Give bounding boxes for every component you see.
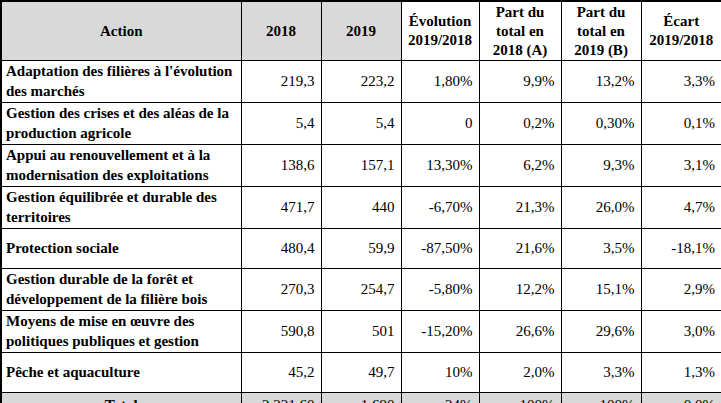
value-2019: 157,1 [321, 145, 401, 187]
action-label: Protection sociale [1, 229, 241, 269]
value-evolution: -15,20% [401, 311, 479, 353]
total-row: Total 2 221,60 1 690 -24% 100% 100% 0,0% [1, 393, 721, 403]
value-ecart: 3,3% [641, 61, 721, 103]
value-evolution: -5,80% [401, 269, 479, 311]
budget-actions-table: Action 2018 2019 Évolution 2019/2018 Par… [0, 0, 721, 403]
header-row: Action 2018 2019 Évolution 2019/2018 Par… [1, 1, 721, 61]
value-part-2018: 9,9% [479, 61, 561, 103]
action-label: Gestion durable de la forêt et développe… [1, 269, 241, 311]
value-part-2019: 9,3% [561, 145, 641, 187]
action-label: Pêche et aquaculture [1, 353, 241, 393]
value-part-2019: 0,30% [561, 103, 641, 145]
value-evolution: -87,50% [401, 229, 479, 269]
value-2019: 49,7 [321, 353, 401, 393]
value-part-2018: 0,2% [479, 103, 561, 145]
value-2018: 138,6 [241, 145, 321, 187]
value-evolution: -6,70% [401, 187, 479, 229]
value-2018: 480,4 [241, 229, 321, 269]
value-evolution: 0 [401, 103, 479, 145]
table-row: Pêche et aquaculture 45,2 49,7 10% 2,0% … [1, 353, 721, 393]
value-ecart: 4,7% [641, 187, 721, 229]
column-header-ecart: Écart 2019/2018 [641, 1, 721, 61]
value-evolution: 13,30% [401, 145, 479, 187]
total-label: Total [1, 393, 241, 403]
value-2019: 254,7 [321, 269, 401, 311]
value-part-2019: 15,1% [561, 269, 641, 311]
value-2019: 501 [321, 311, 401, 353]
value-2018: 270,3 [241, 269, 321, 311]
action-label: Gestion des crises et des aléas de la pr… [1, 103, 241, 145]
value-part-2018: 12,2% [479, 269, 561, 311]
column-header-2019: 2019 [321, 1, 401, 61]
value-part-2018: 26,6% [479, 311, 561, 353]
column-header-action: Action [1, 1, 241, 61]
value-2018: 5,4 [241, 103, 321, 145]
value-2019: 440 [321, 187, 401, 229]
value-part-2019: 13,2% [561, 61, 641, 103]
value-part-2018: 2,0% [479, 353, 561, 393]
value-2019: 5,4 [321, 103, 401, 145]
value-ecart: 3,1% [641, 145, 721, 187]
value-part-2018: 6,2% [479, 145, 561, 187]
value-2018: 45,2 [241, 353, 321, 393]
value-ecart: 3,0% [641, 311, 721, 353]
table-row: Gestion des crises et des aléas de la pr… [1, 103, 721, 145]
value-ecart: 1,3% [641, 353, 721, 393]
column-header-2018: 2018 [241, 1, 321, 61]
value-part-2019: 29,6% [561, 311, 641, 353]
total-ecart: 0,0% [641, 393, 721, 403]
table-row: Moyens de mise en œuvre des politiques p… [1, 311, 721, 353]
action-label: Moyens de mise en œuvre des politiques p… [1, 311, 241, 353]
column-header-part-2018: Part du total en 2018 (A) [479, 1, 561, 61]
total-part-2019: 100% [561, 393, 641, 403]
column-header-evolution: Évolution 2019/2018 [401, 1, 479, 61]
column-header-part-2019: Part du total en 2019 (B) [561, 1, 641, 61]
value-2018: 590,8 [241, 311, 321, 353]
value-part-2018: 21,3% [479, 187, 561, 229]
total-evolution: -24% [401, 393, 479, 403]
total-2019: 1 690 [321, 393, 401, 403]
action-label: Adaptation des filières à l'évolution de… [1, 61, 241, 103]
value-ecart: 0,1% [641, 103, 721, 145]
action-label: Gestion équilibrée et durable des territ… [1, 187, 241, 229]
value-ecart: -18,1% [641, 229, 721, 269]
value-2019: 223,2 [321, 61, 401, 103]
value-2018: 471,7 [241, 187, 321, 229]
value-part-2019: 3,5% [561, 229, 641, 269]
total-part-2018: 100% [479, 393, 561, 403]
table-row: Gestion équilibrée et durable des territ… [1, 187, 721, 229]
value-evolution: 10% [401, 353, 479, 393]
table-row: Adaptation des filières à l'évolution de… [1, 61, 721, 103]
table-row: Appui au renouvellement et à la modernis… [1, 145, 721, 187]
table-row: Gestion durable de la forêt et développe… [1, 269, 721, 311]
value-part-2018: 21,6% [479, 229, 561, 269]
value-ecart: 2,9% [641, 269, 721, 311]
value-evolution: 1,80% [401, 61, 479, 103]
value-2018: 219,3 [241, 61, 321, 103]
table-row: Protection sociale 480,4 59,9 -87,50% 21… [1, 229, 721, 269]
total-2018: 2 221,60 [241, 393, 321, 403]
action-label: Appui au renouvellement et à la modernis… [1, 145, 241, 187]
value-part-2019: 26,0% [561, 187, 641, 229]
value-2019: 59,9 [321, 229, 401, 269]
value-part-2019: 3,3% [561, 353, 641, 393]
